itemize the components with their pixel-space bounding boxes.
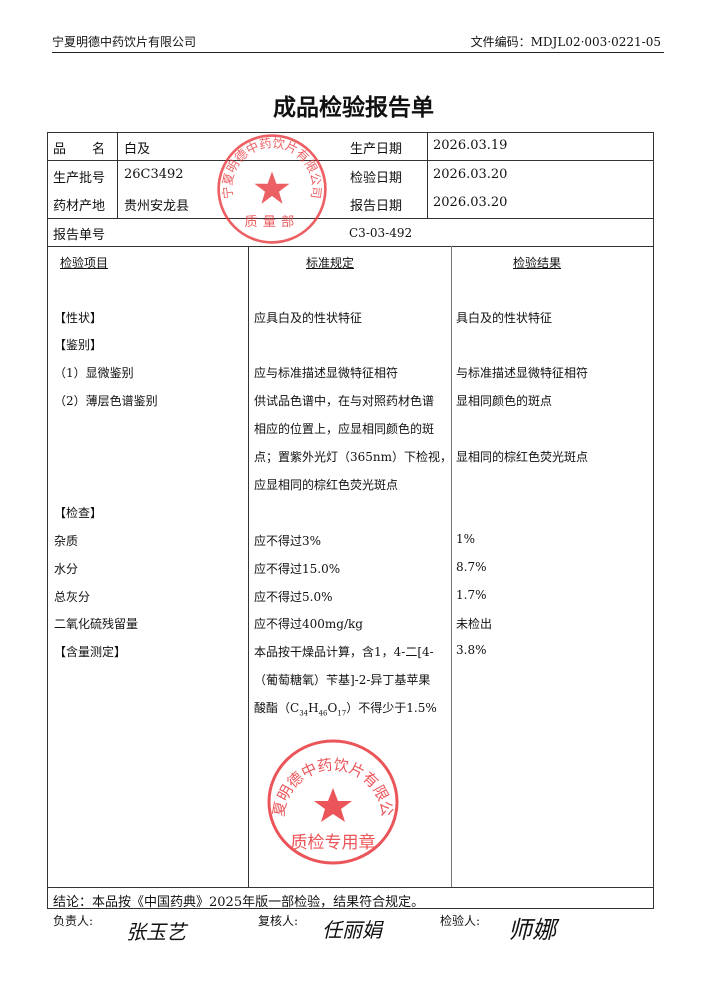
- row-standard: 应不得过400mg/kg: [254, 617, 363, 631]
- row-standard: 应不得过3%: [254, 534, 322, 548]
- test-date-value: 2026.03.20: [433, 167, 508, 182]
- report-number-label: 报告单号: [53, 228, 106, 243]
- origin-value: 贵州安龙县: [124, 199, 190, 214]
- col-header-standard: 标准规定: [306, 256, 355, 270]
- col-header-result: 检验结果: [513, 256, 562, 270]
- row-item: 总灰分: [54, 590, 91, 604]
- document-code: 文件编码：MDJL02·003·0221-05: [470, 35, 661, 49]
- row-result: 1.7%: [456, 588, 487, 602]
- stamp-center-text: 质量部: [244, 214, 299, 230]
- production-date-label: 生产日期: [350, 142, 403, 157]
- report-number-value: C3-03-492: [349, 226, 413, 240]
- row-result: 显相同的棕红色荧光斑点: [456, 450, 589, 464]
- row-standard: 相应的位置上，应显相同颜色的斑: [254, 422, 435, 436]
- row-standard: 本品按干燥品计算，含1，4-二[4-: [254, 645, 434, 659]
- header-divider: [52, 52, 664, 53]
- responsible-label: 负责人:: [53, 914, 94, 928]
- stamp-center-text: 质检专用章: [291, 833, 376, 853]
- row-item: （2）薄层色谱鉴别: [54, 394, 158, 408]
- row-standard: 点；置紫外光灯（365nm）下检视，: [254, 450, 453, 464]
- report-date-label: 报告日期: [350, 199, 403, 214]
- assay-standard-formula: 酸酯（C34H46O17）不得少于1.5%: [254, 701, 437, 718]
- origin-label: 药材产地: [53, 199, 106, 214]
- star-icon: [254, 171, 290, 204]
- row-result: 与标准描述显微特征相符: [456, 366, 589, 380]
- company-name: 宁夏明德中药饮片有限公司: [52, 35, 197, 49]
- row-result: 未检出: [456, 617, 493, 631]
- inspector-label: 检验人:: [440, 914, 481, 928]
- production-date-value: 2026.03.19: [433, 138, 508, 153]
- row-item: （1）显微鉴别: [54, 366, 134, 380]
- row-item: 【含量测定】: [54, 645, 127, 659]
- report-date-value: 2026.03.20: [433, 195, 508, 210]
- reviewer-signature: 任丽娟: [322, 918, 382, 942]
- conclusion: 结论：本品按《中国药典》2025年版一部检验，结果符合规定。: [53, 895, 425, 910]
- reviewer-label: 复核人:: [258, 914, 299, 928]
- row-result: 8.7%: [456, 560, 487, 574]
- batch-value: 26C3492: [124, 167, 184, 182]
- row-standard: 应具白及的性状特征: [254, 311, 363, 325]
- row-item: 杂质: [54, 534, 79, 548]
- row-result: 具白及的性状特征: [456, 311, 553, 325]
- product-name-value: 白及: [124, 142, 151, 157]
- batch-label: 生产批号: [53, 171, 106, 186]
- row-standard: 应不得过15.0%: [254, 562, 341, 576]
- row-standard: 供试品色谱中，在与对照药材色谱: [254, 394, 435, 408]
- row-standard: （葡萄糖氧）苄基]-2-异丁基苹果: [254, 673, 431, 687]
- quality-inspection-stamp: 宁夏明德中药饮片有限公司 质检专用章: [266, 738, 399, 865]
- row-item: 【检查】: [54, 506, 103, 520]
- col-header-item: 检验项目: [60, 256, 109, 270]
- page-title: 成品检验报告单: [273, 94, 434, 121]
- quality-dept-stamp: 宁夏明德中药饮片有限公司 质量部: [217, 134, 327, 244]
- row-item: 【鉴别】: [54, 338, 103, 352]
- row-item: 水分: [54, 562, 79, 576]
- row-result: 1%: [456, 532, 476, 546]
- row-result: 3.8%: [456, 643, 487, 657]
- row-standard: 应不得过5.0%: [254, 590, 333, 604]
- test-date-label: 检验日期: [350, 171, 403, 186]
- row-standard: 应显相同的棕红色荧光斑点: [254, 478, 399, 492]
- star-icon: [314, 788, 352, 822]
- row-result: 显相同颜色的斑点: [456, 394, 553, 408]
- responsible-signature: 张玉艺: [126, 920, 186, 944]
- inspector-signature: 师娜: [508, 916, 556, 944]
- row-item: 二氧化硫残留量: [54, 617, 139, 631]
- row-standard: 应与标准描述显微特征相符: [254, 366, 399, 380]
- row-item: 【性状】: [54, 311, 103, 325]
- product-name-label: 品 名: [53, 142, 106, 157]
